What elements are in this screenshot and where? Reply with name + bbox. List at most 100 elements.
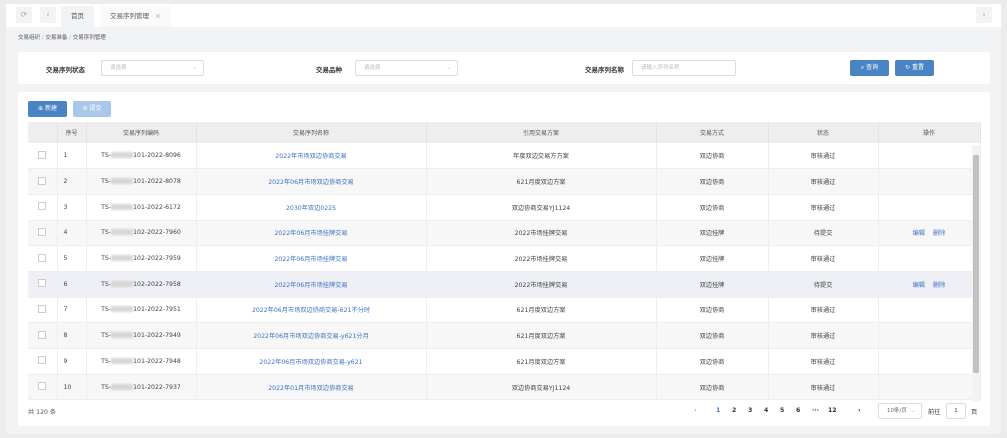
new-button[interactable]: ⊕ 新建 [28, 101, 67, 117]
row-checkbox[interactable] [38, 176, 47, 185]
row-checkbox[interactable] [38, 304, 47, 313]
referenced-plan: 621月度双边方案 [426, 168, 657, 195]
code-suffix: 102-2022-7959 [133, 255, 181, 263]
status: 审核通过 [768, 374, 879, 401]
row-checkbox[interactable] [38, 330, 47, 339]
row-checkbox[interactable] [38, 150, 47, 159]
page-button[interactable]: 1 [716, 407, 721, 414]
close-icon[interactable]: × [155, 12, 161, 20]
table-row[interactable]: 6 TS- 102-2022-7958 2022年06月市场挂牌交易 2022市场… [28, 271, 981, 298]
page-button[interactable]: 6 [796, 407, 801, 414]
page-button[interactable]: 12 [828, 407, 837, 414]
sequence-name-link[interactable]: 2022年06月市场挂牌交易 [274, 230, 348, 238]
prev-page-button[interactable]: ‹ [694, 407, 697, 414]
row-checkbox[interactable] [38, 382, 47, 391]
next-page-button[interactable]: › [858, 407, 861, 414]
page-button[interactable]: 3 [748, 407, 753, 414]
status: 审核通过 [768, 245, 879, 272]
row-checkbox[interactable] [38, 279, 47, 288]
sequence-name-link[interactable]: 2022年06月市场双边协商交易-y621 [259, 358, 363, 366]
reset-button[interactable]: ↻ 重置 [895, 60, 934, 76]
chevron-right-icon[interactable]: › [976, 7, 992, 23]
status: 待提交 [768, 271, 879, 298]
scrollbar-thumb[interactable] [973, 155, 979, 373]
sequence-name-link[interactable]: 2022年06月市场挂牌交易 [274, 256, 348, 264]
table-header: 序号 交易序列编码 交易序列名称 引用交易方案 交易方式 状态 操作 [28, 122, 981, 143]
table-row[interactable]: 5 TS- 102-2022-7959 2022年06月市场挂牌交易 2022市场… [28, 245, 981, 272]
page-button[interactable]: 2 [732, 407, 737, 414]
table-row[interactable]: 7 TS- 101-2022-7951 2022年06月市场双边协商交易-621不… [28, 297, 981, 324]
breadcrumb-item[interactable]: 交易组织 [18, 35, 41, 41]
row-checkbox[interactable] [38, 227, 47, 236]
edit-link[interactable]: 编辑 [912, 281, 925, 289]
sequence-name-link[interactable]: 2022年01月市场双边协商交易 [268, 384, 354, 392]
page-button[interactable]: 5 [780, 407, 785, 414]
trade-mode: 双边协商 [656, 348, 769, 375]
redacted-segment [111, 255, 134, 262]
row-actions [878, 168, 981, 195]
redacted-segment [111, 383, 134, 390]
status: 审核通过 [768, 143, 879, 170]
tab-label: 首页 [71, 12, 84, 20]
column-header [28, 122, 58, 143]
column-header: 交易序列编码 [86, 122, 197, 143]
status: 审核通过 [768, 322, 879, 349]
row-actions [878, 143, 981, 170]
sequence-name-link[interactable]: 2022年市场双边协商交易 [275, 153, 347, 161]
row-actions [878, 194, 981, 221]
row-checkbox[interactable] [38, 202, 47, 211]
redacted-segment [111, 357, 134, 364]
row-number: 8 [57, 322, 87, 349]
row-number: 9 [57, 348, 87, 375]
chevron-left-icon[interactable]: ‹ [40, 7, 56, 23]
referenced-plan: 621月度双边方案 [426, 322, 657, 349]
row-checkbox[interactable] [38, 356, 47, 365]
total-count: 共 120 条 [28, 409, 57, 416]
referenced-plan: 双边协商交易YJ1124 [426, 374, 657, 401]
new-label: 新建 [44, 105, 57, 112]
table-row[interactable]: 2 TS- 101-2022-8078 2022年06月市场双边协商交易 621月… [28, 168, 981, 195]
submit-button[interactable]: ⊘ 提交 [73, 101, 111, 117]
referenced-plan: 621月度双边方案 [426, 348, 657, 375]
table-scrollbar[interactable] [972, 145, 980, 401]
table-row[interactable]: 3 TS- 101-2022-6172 2030年双边0225 双边协商交易YJ1… [28, 194, 981, 221]
sequence-name-link[interactable]: 2030年双边0225 [285, 204, 337, 212]
query-button[interactable]: ⌕ 查询 [850, 60, 889, 76]
delete-link[interactable]: 删除 [933, 230, 946, 238]
table-row[interactable]: 10 TS- 101-2022-7937 2022年01月市场双边协商交易 双边协… [28, 374, 981, 401]
table-row[interactable]: 1 TS- 101-2022-8096 2022年市场双边协商交易 年度双边交易方… [28, 143, 981, 170]
sequence-name-link[interactable]: 2022年06月市场双边协商交易-621不分时 [251, 307, 371, 315]
variety-select[interactable]: 请选择 ⌄ [355, 60, 458, 76]
name-input[interactable]: 请输入序列名称 [632, 60, 736, 76]
sequence-name-link[interactable]: 2022年06月市场双边协商交易-y621分月 [253, 333, 369, 341]
redacted-segment [111, 332, 134, 339]
table-row[interactable]: 9 TS- 101-2022-7948 2022年06月市场双边协商交易-y621… [28, 348, 981, 375]
code-prefix: TS- [101, 280, 112, 288]
table-row[interactable]: 8 TS- 101-2022-7949 2022年06月市场双边协商交易-y621… [28, 322, 981, 349]
row-actions [878, 322, 981, 349]
referenced-plan: 621月度双边方案 [426, 297, 657, 324]
sequence-name-link[interactable]: 2022年06月市场挂牌交易 [274, 281, 348, 289]
tab-home[interactable]: 首页 [61, 6, 94, 27]
breadcrumb-separator: / [69, 35, 71, 41]
page-button[interactable]: 4 [764, 407, 769, 414]
table-row[interactable]: 4 TS- 102-2022-7960 2022年06月市场挂牌交易 2022市场… [28, 220, 981, 247]
status: 审核通过 [768, 194, 879, 221]
goto-suffix: 页 [971, 409, 978, 416]
more-pages-button[interactable]: ··· [812, 407, 820, 414]
page-size-select[interactable]: 10条/页 ⌄ [878, 403, 922, 419]
edit-link[interactable]: 编辑 [912, 230, 925, 238]
tab-sequence-management[interactable]: 交易序列管理 × [100, 6, 171, 27]
row-checkbox[interactable] [38, 253, 47, 262]
delete-link[interactable]: 删除 [933, 281, 946, 289]
sequence-name-link[interactable]: 2022年06月市场双边协商交易 [268, 179, 354, 187]
filter-card: 交易序列状态 请选择 ⌄ 交易品种 请选择 ⌄ 交易序列名称 请输入序列名称 ⌕ 查… [18, 52, 990, 84]
sequence-table: 序号 交易序列编码 交易序列名称 引用交易方案 交易方式 状态 操作 1 TS- 101-20… [28, 122, 981, 401]
status-select[interactable]: 请选择 ⌄ [101, 60, 204, 76]
goto-page-input[interactable]: 1 [946, 403, 966, 419]
breadcrumb-item[interactable]: 交易准备 [45, 35, 68, 41]
query-label: 查询 [866, 64, 879, 71]
variety-filter-label: 交易品种 [316, 66, 342, 74]
trade-mode: 双边挂牌 [656, 220, 769, 247]
refresh-icon[interactable]: ⟳ [16, 7, 32, 23]
